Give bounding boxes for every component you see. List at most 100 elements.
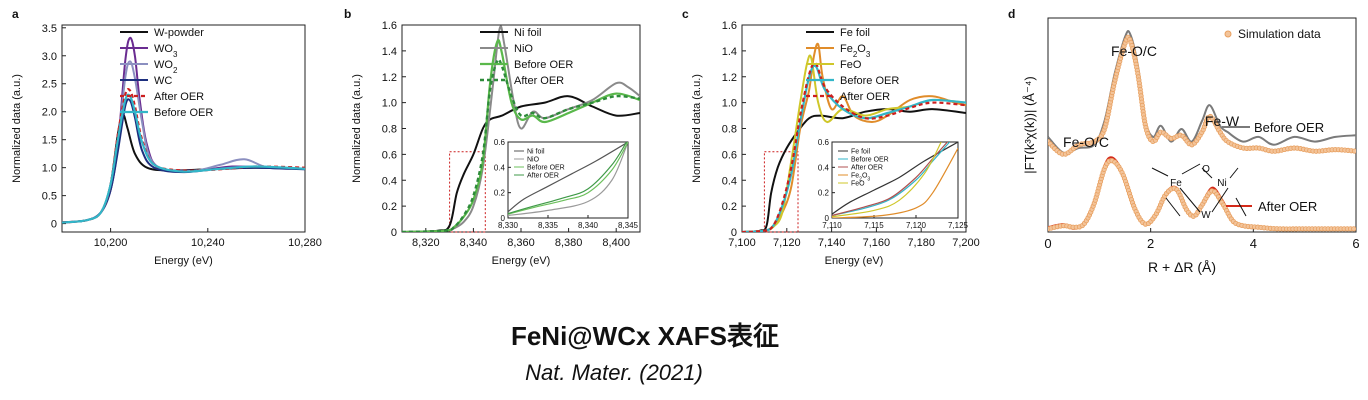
y-tick-label: 3.5 bbox=[42, 23, 57, 35]
bond-line bbox=[1201, 167, 1213, 179]
atom-label: Fe bbox=[1170, 178, 1182, 189]
inset-y-tick-label: 0.6 bbox=[818, 138, 830, 147]
legend-label: Before OER bbox=[514, 59, 573, 71]
x-tick-label: 8,320 bbox=[412, 237, 440, 249]
legend-label: After OER bbox=[514, 75, 564, 87]
bond-line bbox=[1151, 167, 1169, 177]
inset-x-tick-label: 7,120 bbox=[906, 221, 927, 230]
sim-marker bbox=[1351, 148, 1356, 154]
y-tick-label: 1.6 bbox=[722, 20, 737, 32]
series-line bbox=[62, 93, 305, 224]
legend-label: FeO bbox=[840, 59, 862, 71]
bond-line bbox=[1235, 197, 1247, 217]
inset-legend-label: Before OER bbox=[527, 165, 565, 172]
peak-annotation: Fe-O/C bbox=[1111, 43, 1157, 59]
caption-title: FeNi@WCx XAFS表征 bbox=[510, 321, 780, 351]
y-tick-label: 1.2 bbox=[382, 72, 397, 84]
xafs-figure: a 10,200 10,240 10,280 0 0.5 1.0 1.5 2.0 2.5 3.0 3.… bbox=[11, 7, 1360, 275]
y-tick-label: 0.2 bbox=[722, 201, 737, 213]
y-tick-label: 1.0 bbox=[42, 163, 57, 175]
inset-y-tick-label: 0.2 bbox=[494, 189, 506, 198]
y-tick-label: 0.4 bbox=[382, 175, 397, 187]
zoom-box bbox=[449, 151, 486, 233]
atom-label: Ni bbox=[1217, 178, 1226, 189]
y-tick-label: 0.5 bbox=[42, 191, 57, 203]
y-tick-label: 0.6 bbox=[722, 149, 737, 161]
y-tick-label: 2.5 bbox=[42, 79, 57, 91]
plot-frame bbox=[61, 24, 306, 233]
inset-series-line bbox=[508, 142, 628, 217]
x-tick-label: 7,120 bbox=[773, 237, 801, 249]
y-axis-label: |FT(k³χ(k))| (Å⁻⁴) bbox=[1022, 76, 1037, 174]
x-tick-label: 0 bbox=[1044, 236, 1051, 251]
y-tick-label: 1.4 bbox=[382, 46, 397, 58]
x-tick-label: 7,180 bbox=[907, 237, 935, 249]
inset-y-tick-label: 0.2 bbox=[818, 189, 830, 198]
x-tick-label: 10,240 bbox=[191, 237, 225, 249]
y-tick-label: 2.0 bbox=[42, 107, 57, 119]
inset-b: 8,330 8,335 8,340 8,345 0 0.2 0.4 0.6 Ni foilNiO… bbox=[494, 138, 639, 230]
panel-c: c 7,100 7,120 7,140 7,160 7,180 7,200 0 0.2 0.4 0.… bbox=[682, 7, 980, 267]
inset-y-tick-label: 0.4 bbox=[818, 163, 830, 172]
inset-x-tick-label: 7,110 bbox=[822, 221, 842, 230]
y-tick-label: 0.4 bbox=[722, 175, 737, 187]
inset-legend-label: Fe2O3 bbox=[851, 173, 870, 183]
y-tick-label: 1.5 bbox=[42, 135, 57, 147]
legend-label: Ni foil bbox=[514, 27, 542, 39]
peak-annotation: Fe-W bbox=[1205, 113, 1240, 129]
inset-series-line bbox=[508, 142, 628, 215]
y-tick-label: 1.6 bbox=[382, 20, 397, 32]
legend-label: NiO bbox=[514, 43, 533, 55]
inset-series-line bbox=[832, 142, 951, 217]
x-tick-label: 6 bbox=[1352, 236, 1359, 251]
inset-legend-label: Ni foil bbox=[527, 149, 545, 156]
x-axis-label: Energy (eV) bbox=[492, 255, 551, 267]
legend-label: After OER bbox=[840, 91, 890, 103]
x-axis-label: Energy (eV) bbox=[825, 255, 884, 267]
inset-legend-label: Before OER bbox=[851, 157, 889, 164]
x-tick-label: 10,200 bbox=[94, 237, 128, 249]
legend-label: Before OER bbox=[840, 75, 899, 87]
x-tick-label: 8,380 bbox=[555, 237, 583, 249]
legend-label: Simulation data bbox=[1238, 27, 1321, 41]
x-tick-label: 10,280 bbox=[288, 237, 322, 249]
panel-label: d bbox=[1008, 7, 1015, 21]
inset-series-line bbox=[832, 142, 958, 215]
inset-x-tick-label: 7,125 bbox=[948, 221, 969, 230]
y-tick-label: 1.0 bbox=[722, 98, 737, 110]
inset-legend-label: FeO bbox=[851, 181, 865, 188]
x-tick-label: 8,400 bbox=[602, 237, 630, 249]
x-tick-label: 7,140 bbox=[818, 237, 846, 249]
x-tick-label: 8,340 bbox=[460, 237, 488, 249]
series-line bbox=[402, 58, 640, 232]
bond-line bbox=[1165, 197, 1181, 217]
y-tick-label: 1.4 bbox=[722, 46, 737, 58]
inset-y-tick-label: 0.4 bbox=[494, 163, 506, 172]
panel-a: a 10,200 10,240 10,280 0 0.5 1.0 1.5 2.0 2.5 3.0 3.… bbox=[11, 7, 322, 267]
x-axis-label: R + ΔR (Å) bbox=[1148, 259, 1216, 275]
panel-b: b 8,320 8,340 8,360 8,380 8,400 0 0.2 0.4 0.6 0.8 1… bbox=[344, 7, 641, 267]
y-tick-label: 0.8 bbox=[722, 124, 737, 136]
inset-series-line bbox=[832, 142, 942, 218]
inset-y-tick-label: 0 bbox=[825, 214, 830, 223]
inset-x-tick-label: 8,335 bbox=[538, 221, 559, 230]
series-line bbox=[62, 60, 305, 224]
legend-marker bbox=[1224, 30, 1232, 38]
series-line bbox=[742, 108, 966, 232]
inset-x-tick-label: 8,330 bbox=[498, 221, 519, 230]
inset-legend-label: After OER bbox=[851, 165, 883, 172]
inset-legend-label: NiO bbox=[527, 157, 540, 164]
legend-label: WC bbox=[154, 75, 172, 87]
x-tick-label: 7,100 bbox=[728, 237, 756, 249]
x-tick-label: 4 bbox=[1250, 236, 1257, 251]
y-tick-label: 3.0 bbox=[42, 51, 57, 63]
y-tick-label: 0 bbox=[51, 219, 57, 231]
inset-series-line bbox=[832, 148, 958, 218]
y-tick-label: 1.0 bbox=[382, 98, 397, 110]
panel-d: d 0 2 4 6 R + ΔR (Å) |FT(k³χ(k))| (Å⁻⁴) Simulat… bbox=[1008, 7, 1360, 275]
bond-line bbox=[1181, 163, 1201, 175]
inset-series-line bbox=[508, 142, 628, 213]
y-axis-label: Normalized data (a.u.) bbox=[691, 74, 703, 183]
inset-legend-label: Fe foil bbox=[851, 149, 871, 156]
legend-label: Before OER bbox=[154, 107, 213, 119]
